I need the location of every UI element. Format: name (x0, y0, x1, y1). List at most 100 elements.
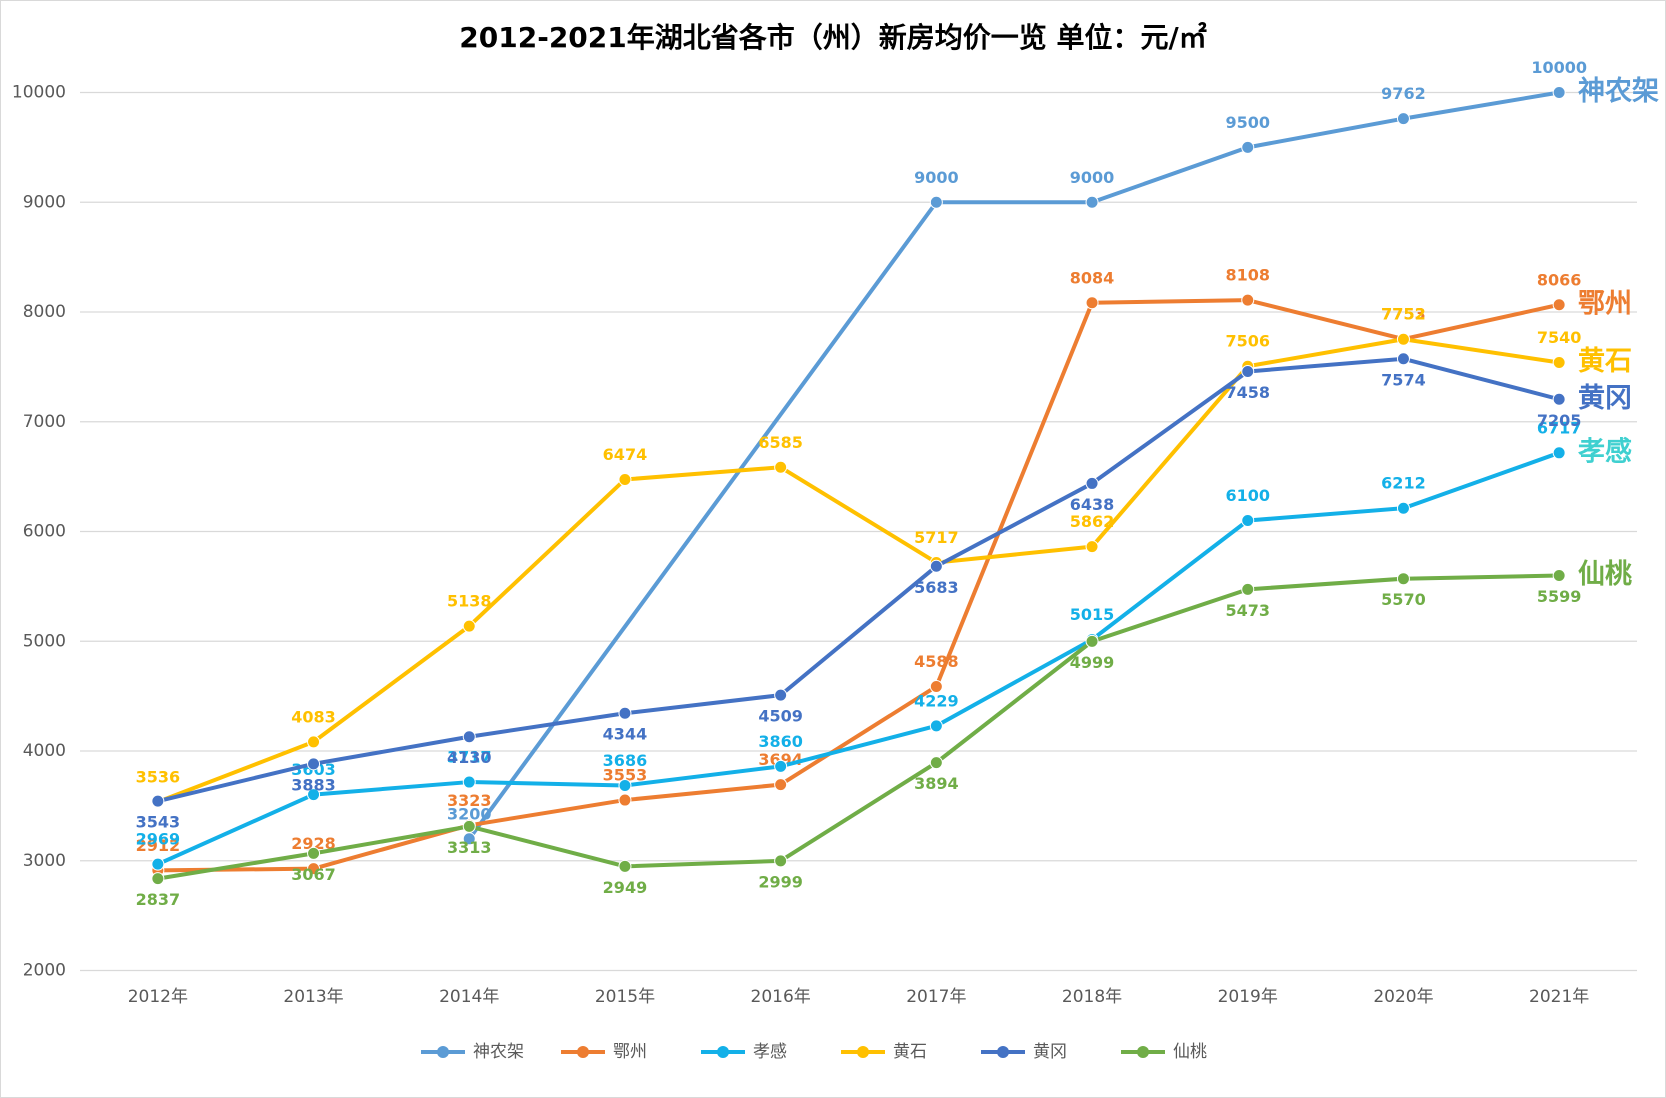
data-label: 3717 (447, 748, 492, 767)
data-label: 7752 (1381, 305, 1426, 324)
data-label: 9000 (914, 168, 959, 187)
x-tick-label: 2014年 (439, 987, 499, 1007)
point (1241, 514, 1255, 528)
end-label: 鄂州 (1578, 288, 1632, 319)
data-label: 3323 (447, 791, 492, 810)
data-label: 5473 (1225, 601, 1270, 620)
point (1396, 112, 1410, 126)
point (1552, 86, 1566, 99)
data-label: 6474 (603, 445, 648, 464)
data-label: 4229 (914, 691, 959, 710)
legend-label: 鄂州 (613, 1042, 647, 1062)
point (307, 788, 321, 802)
point (307, 735, 321, 749)
y-tick-label: 8000 (23, 302, 66, 322)
data-label: 2999 (758, 872, 803, 891)
y-tick-label: 3000 (23, 851, 66, 871)
data-label: 7205 (1537, 411, 1582, 430)
data-label: 4509 (758, 707, 803, 726)
data-label: 7458 (1225, 383, 1270, 402)
data-label: 10000 (1531, 58, 1587, 77)
point (462, 730, 476, 744)
data-label: 5570 (1381, 590, 1426, 609)
data-label: 6585 (758, 433, 803, 452)
point (1552, 298, 1566, 312)
data-label: 5683 (914, 578, 959, 597)
point (618, 859, 632, 873)
data-label: 8066 (1537, 270, 1582, 289)
point (462, 775, 476, 789)
point (929, 559, 943, 573)
data-label: 5599 (1537, 587, 1582, 606)
point (462, 819, 476, 833)
data-label: 7753 (1381, 305, 1426, 324)
data-label: 8084 (1070, 268, 1115, 287)
point (929, 756, 943, 770)
y-tick-label: 2000 (23, 961, 66, 981)
point (1085, 540, 1099, 554)
point (774, 759, 788, 773)
point (1552, 355, 1566, 369)
series-line (157, 356, 1560, 804)
data-label: 8108 (1225, 266, 1270, 285)
legend-marker (857, 1046, 869, 1058)
x-tick-label: 2017年 (906, 987, 966, 1007)
data-label: 9500 (1225, 113, 1270, 132)
data-label: 9762 (1381, 84, 1426, 103)
x-tick-label: 2016年 (751, 987, 811, 1007)
legend-label: 仙桃 (1173, 1042, 1207, 1062)
legend-label: 孝感 (753, 1042, 787, 1062)
legend-marker (717, 1046, 729, 1058)
series-line (157, 298, 1560, 873)
point (1552, 392, 1566, 406)
point (1552, 446, 1566, 460)
end-label: 仙桃 (1578, 559, 1632, 590)
point (1085, 476, 1099, 490)
point (1396, 332, 1410, 346)
point (151, 872, 165, 886)
data-label: 2949 (603, 878, 648, 897)
data-label: 3860 (758, 732, 803, 751)
legend-marker (1137, 1046, 1149, 1058)
series-line (157, 337, 1560, 804)
data-label: 2969 (136, 830, 181, 849)
data-label: 5138 (447, 592, 492, 611)
data-label: 5717 (914, 528, 959, 547)
data-label: 4344 (603, 725, 648, 744)
point (1085, 634, 1099, 648)
end-label: 孝感 (1578, 435, 1632, 467)
y-tick-label: 6000 (23, 522, 66, 542)
point (1241, 582, 1255, 596)
data-label: 2928 (291, 834, 336, 853)
point (307, 757, 321, 771)
x-tick-label: 2015年 (595, 987, 655, 1007)
x-tick-label: 2020年 (1373, 987, 1433, 1007)
point (1241, 293, 1255, 307)
x-tick-label: 2012年 (128, 987, 188, 1007)
data-label: 3543 (136, 813, 181, 832)
point (151, 857, 165, 871)
point (151, 794, 165, 808)
series-line (157, 573, 1560, 881)
point (1241, 364, 1255, 378)
end-label: 神农架 (1578, 76, 1659, 107)
point (929, 679, 943, 693)
point (1085, 296, 1099, 310)
point (1396, 352, 1410, 366)
x-tick-label: 2019年 (1218, 987, 1278, 1007)
y-tick-label: 10000 (12, 83, 66, 103)
data-label: 4130 (447, 748, 492, 767)
data-label: 7506 (1225, 332, 1270, 351)
x-tick-label: 2021年 (1529, 987, 1589, 1007)
point (1396, 501, 1410, 515)
series-line (157, 450, 1560, 866)
point (1241, 140, 1255, 154)
point (774, 460, 788, 474)
y-tick-label: 4000 (23, 741, 66, 761)
data-label: 3536 (136, 767, 181, 786)
point (462, 619, 476, 633)
data-label: 3883 (291, 775, 336, 794)
y-tick-label: 5000 (23, 631, 66, 651)
point (618, 778, 632, 792)
data-label: 3313 (447, 838, 492, 857)
